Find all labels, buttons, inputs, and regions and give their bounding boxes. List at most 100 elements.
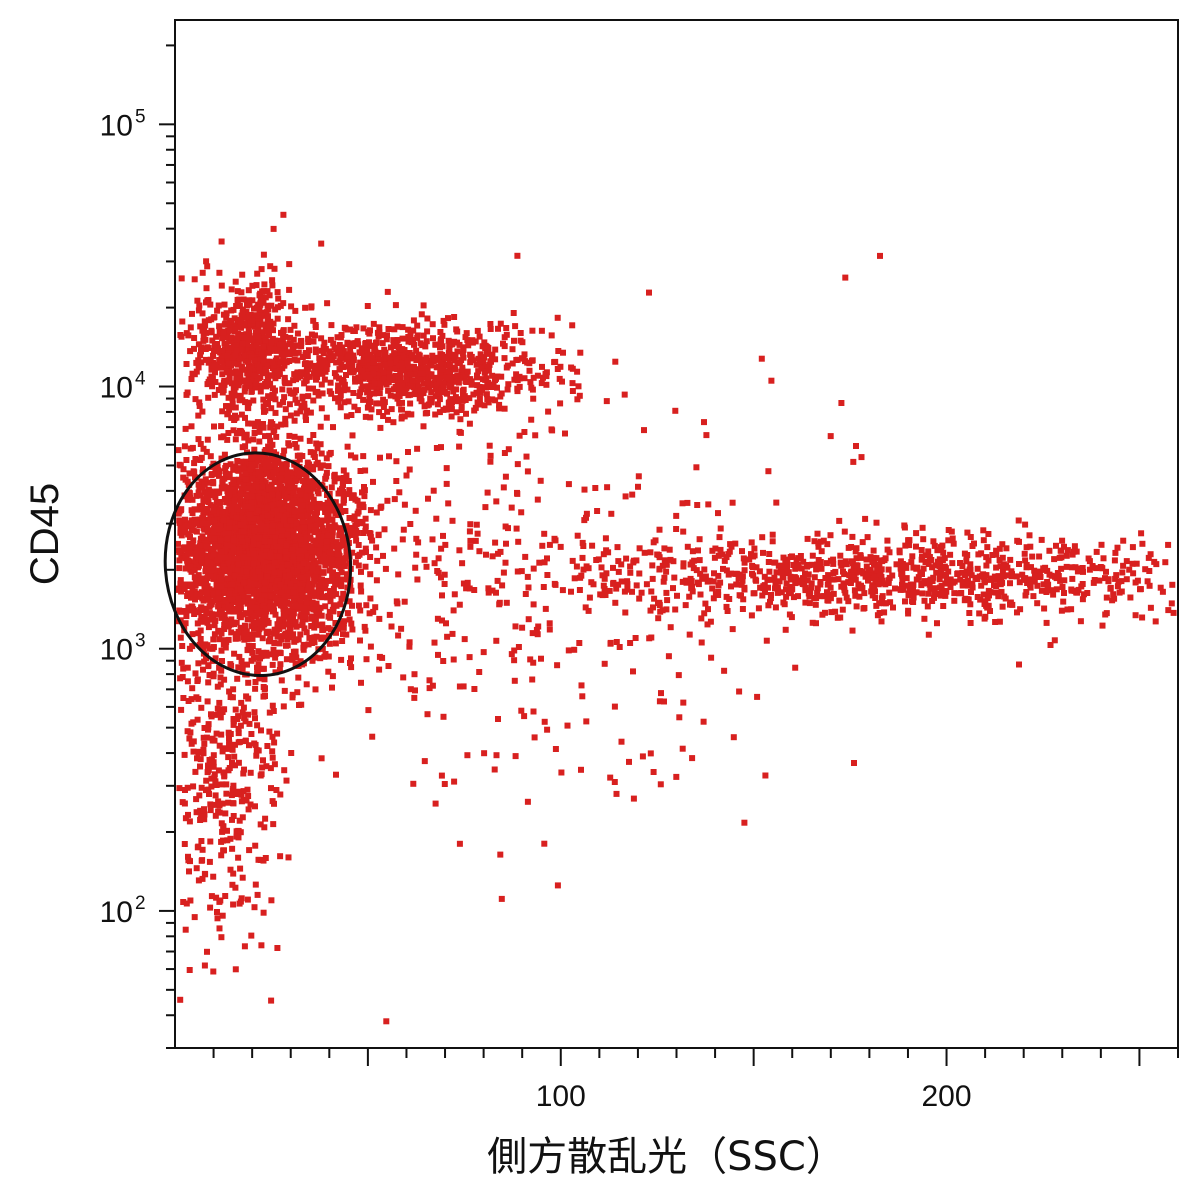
data-point — [393, 357, 400, 363]
data-point — [250, 538, 257, 545]
data-point — [292, 543, 299, 550]
data-point — [387, 392, 394, 399]
data-point — [256, 453, 262, 460]
data-point — [378, 376, 385, 383]
data-point — [342, 576, 349, 583]
data-point — [649, 562, 656, 569]
data-point — [290, 497, 297, 504]
data-point — [277, 661, 284, 668]
data-point — [349, 432, 356, 439]
data-point — [189, 586, 196, 593]
data-point — [310, 606, 317, 613]
data-point — [269, 277, 276, 284]
data-point — [331, 478, 338, 485]
data-point — [283, 542, 290, 549]
data-point — [221, 597, 228, 603]
data-point — [284, 561, 291, 568]
data-point — [264, 375, 271, 382]
data-point — [497, 393, 504, 400]
data-point — [326, 567, 333, 574]
data-point — [287, 340, 294, 347]
data-point — [319, 370, 326, 377]
data-point — [297, 506, 304, 512]
data-point — [211, 631, 218, 638]
data-point — [308, 504, 315, 511]
data-point — [353, 521, 360, 528]
data-point — [291, 322, 298, 329]
data-point — [252, 654, 259, 661]
data-point — [292, 396, 299, 403]
data-point — [345, 478, 352, 484]
data-point — [380, 404, 387, 410]
data-point — [215, 387, 222, 393]
data-point — [301, 361, 308, 368]
data-point — [352, 496, 359, 503]
data-point — [636, 595, 643, 602]
data-point — [270, 362, 277, 369]
data-point — [373, 577, 380, 584]
data-point — [261, 334, 268, 341]
data-point — [229, 400, 236, 407]
data-point — [276, 616, 283, 623]
data-point — [318, 363, 325, 370]
data-point — [254, 574, 260, 581]
data-point — [231, 360, 238, 367]
data-point — [286, 506, 293, 513]
data-point — [208, 327, 215, 334]
data-point — [302, 613, 308, 620]
data-point — [358, 568, 364, 575]
data-point — [279, 386, 286, 393]
data-point — [228, 616, 235, 623]
data-point — [291, 508, 298, 515]
data-point — [220, 517, 227, 524]
data-point — [260, 602, 267, 609]
data-point — [323, 366, 330, 372]
data-point — [291, 470, 298, 477]
data-point — [366, 339, 372, 346]
data-point — [203, 609, 210, 616]
data-point — [346, 487, 353, 494]
data-point — [244, 616, 251, 623]
data-point — [177, 462, 184, 469]
data-point — [343, 523, 350, 530]
data-point — [240, 296, 247, 303]
data-point — [264, 302, 271, 309]
data-point — [271, 549, 278, 556]
data-point — [279, 532, 286, 539]
data-point — [458, 404, 465, 410]
data-point — [293, 371, 300, 378]
data-point — [305, 641, 312, 648]
data-point — [353, 537, 360, 544]
data-point — [226, 474, 233, 481]
data-point — [184, 550, 191, 557]
data-point — [197, 636, 204, 642]
data-point — [376, 400, 383, 407]
data-point — [296, 342, 303, 349]
data-point — [268, 502, 275, 509]
data-point — [297, 597, 304, 604]
data-point — [414, 322, 421, 329]
data-point — [241, 320, 248, 327]
data-point — [429, 321, 436, 328]
data-point — [191, 335, 198, 341]
data-point — [252, 604, 258, 611]
data-point — [232, 572, 239, 579]
data-point — [348, 587, 355, 594]
data-point — [399, 382, 406, 389]
data-point — [406, 368, 413, 375]
data-point — [482, 368, 489, 375]
data-point — [1113, 572, 1120, 579]
data-point — [296, 456, 303, 463]
data-point — [290, 529, 297, 536]
data-point — [251, 557, 258, 564]
data-point — [243, 331, 250, 338]
data-point — [290, 569, 297, 576]
data-point — [205, 479, 212, 486]
data-point — [328, 526, 334, 533]
data-point — [538, 327, 545, 334]
data-point — [304, 573, 310, 580]
data-point — [242, 459, 249, 466]
data-point — [422, 358, 429, 365]
data-point — [291, 356, 298, 363]
data-point — [323, 542, 330, 549]
